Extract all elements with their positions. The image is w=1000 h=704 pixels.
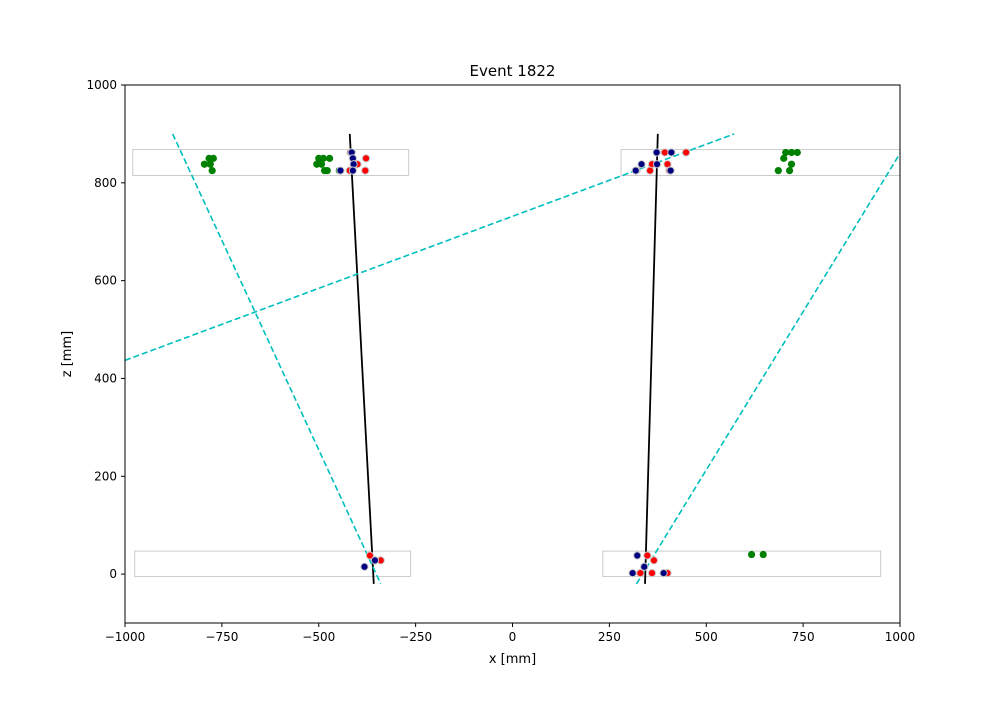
hit-point [361,154,371,163]
y-tick-label: 1000 [86,78,117,92]
hit-point [782,148,790,157]
track-line [644,133,659,584]
x-axis-label: x [mm] [489,652,536,667]
detector-box [620,149,900,176]
hit-point [787,160,796,168]
hit-point [647,569,657,578]
hit-point [666,166,675,175]
x-tick-label: −500 [302,630,335,644]
hit-point [633,551,642,560]
hit-point [365,551,374,560]
hit-point [200,160,209,168]
hit-point [785,166,794,175]
hit-point [326,154,334,162]
y-tick-label: 800 [94,176,117,190]
hit-point [652,148,661,157]
hit-point [780,154,788,162]
track-line-dashed [171,133,382,585]
hit-point [667,148,676,157]
hit-point [631,166,640,175]
hit-point [747,550,756,559]
hit-point [209,154,217,162]
hit-point [348,166,357,175]
x-tick-label: −750 [205,630,238,644]
chart-title: Event 1822 [470,62,556,80]
hit-point [323,166,331,175]
hit-point [645,166,655,175]
track-line [348,133,375,584]
hit-point [628,569,637,578]
plot-content [125,133,900,585]
x-tick-label: −1000 [105,630,146,644]
hit-point [319,154,327,162]
y-tick-label: 400 [94,371,117,385]
hit-point [659,569,668,578]
y-tick-label: 0 [109,567,117,581]
detector-box [132,149,410,176]
x-tick-label: 0 [509,630,517,644]
x-tick-label: 250 [598,630,621,644]
plot-area [125,133,900,585]
hit-point [640,562,649,571]
hit-point [759,550,767,559]
hit-point [682,148,691,157]
x-tick-label: 1000 [885,630,916,644]
detector-box [134,550,412,578]
x-tick-label: 750 [792,630,815,644]
detector-box [602,550,882,578]
y-axis-label: z [mm] [60,331,75,377]
hit-point [361,166,370,175]
y-tick-label: 200 [94,469,117,483]
axes: −1000 −750 −500 −250 0 250 500 750 1000 0 200 400 60… [86,78,915,644]
y-tick-label: 600 [94,274,117,288]
hit-point [317,160,326,168]
hit-point [649,556,659,565]
hit-point [787,148,796,157]
hit-point [637,160,646,169]
hit-point [636,569,645,578]
hit-point [336,166,345,175]
hit-point [652,160,662,169]
hit-point [774,166,782,175]
track-line-dashed [635,153,900,585]
hit-point [208,166,216,175]
x-tick-label: 500 [695,630,718,644]
hit-point [360,562,369,571]
x-tick-label: −250 [399,630,432,644]
hit-point [206,160,214,168]
hit-point [643,551,652,560]
hit-point [793,148,801,157]
hit-point [370,556,380,565]
